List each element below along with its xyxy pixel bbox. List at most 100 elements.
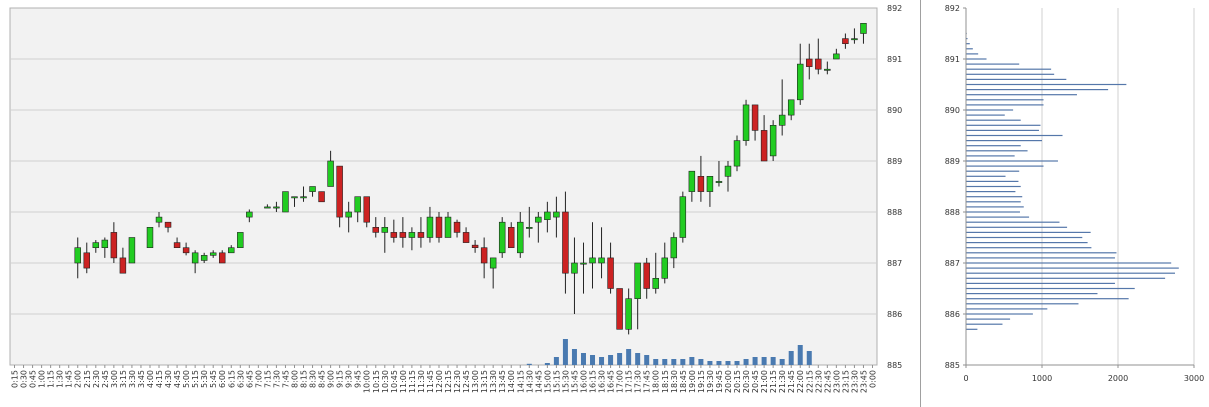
profile-bar (966, 38, 968, 40)
profile-bar (966, 277, 1166, 279)
y-tick-label: 885 (887, 361, 902, 370)
x-tick-label: 13:15 (480, 370, 489, 393)
volume-bars (526, 339, 812, 365)
profile-bar (966, 185, 1021, 188)
x-tick-label: 17:45 (643, 370, 652, 393)
candle-body (462, 232, 470, 243)
candle-body (200, 255, 208, 261)
volume-bar (635, 353, 641, 365)
x-tick-label: 2:00 (74, 370, 83, 388)
candle-body (480, 247, 488, 264)
candle-body (778, 114, 786, 126)
x-tick-label: 16:00 (579, 370, 588, 393)
candle (842, 33, 849, 49)
profile-bar (966, 328, 978, 330)
volume-bar (743, 359, 749, 365)
candle-body (264, 206, 271, 209)
candle-body (291, 196, 298, 199)
candle (679, 191, 687, 243)
y-tick-label: 889 (887, 157, 902, 166)
profile-bar (966, 201, 1021, 203)
x-tick-label: 3:45 (137, 370, 146, 388)
volume-bar (779, 359, 785, 365)
candle (507, 222, 515, 249)
candle-body (616, 288, 623, 330)
y-tick-label: 890 (887, 106, 902, 115)
candle-body (787, 99, 795, 116)
candle-body (625, 298, 632, 330)
candle-body (706, 176, 714, 192)
y-tick-label: 887 (945, 259, 960, 268)
profile-bar (966, 83, 1127, 86)
candle-body (634, 262, 641, 300)
candle (246, 209, 253, 223)
candle (634, 262, 641, 330)
candle-body (309, 186, 316, 192)
profile-bars (966, 32, 1179, 330)
candle (796, 43, 804, 105)
x-tick-label: 0:30 (20, 370, 29, 388)
profile-bar (966, 63, 1020, 65)
candle-body (435, 216, 443, 238)
volume-bar (770, 357, 776, 365)
x-tick-label: 10:15 (372, 370, 381, 393)
profile-bar (966, 68, 1052, 70)
x-tick-label: 20:45 (751, 370, 760, 393)
y-tick-label: 886 (945, 310, 960, 319)
candle (562, 191, 569, 294)
x-tick-label: 3:15 (119, 370, 128, 388)
volume-bar (689, 357, 695, 365)
candle-body (191, 252, 199, 264)
candle (860, 22, 867, 44)
x-tick-label: 1:00 (38, 370, 47, 388)
x-tick-label: 10:45 (390, 370, 399, 393)
candle-body (544, 211, 551, 220)
x-tick-label: 23:45 (859, 370, 868, 393)
candle (742, 99, 750, 146)
candle-body (372, 227, 380, 233)
x-tick-label: 0:45 (29, 370, 38, 388)
candle (589, 222, 596, 289)
plot-area (9, 7, 878, 366)
profile-bar (966, 114, 1005, 116)
candle (715, 161, 723, 187)
candle (273, 201, 280, 212)
profile-bar (966, 262, 1172, 264)
candle-body (173, 242, 181, 249)
candle-body (571, 262, 578, 274)
candle (101, 237, 109, 258)
candle (264, 204, 271, 209)
x-tick-label: 1:45 (65, 370, 74, 388)
candle-body (354, 196, 361, 213)
x-tick-label: 21:45 (787, 370, 796, 393)
profile-bar (966, 48, 973, 50)
x-tick-label: 14:30 (525, 370, 534, 393)
candle (571, 237, 578, 314)
candle-body (453, 221, 461, 233)
volume-profile-chart: 885 886 887 888 889 890 891 892 0 1000 2000 3000 (945, 4, 1204, 383)
candle (119, 247, 127, 274)
profile-bar (966, 160, 1058, 162)
x-tick-label: 4:15 (155, 370, 164, 388)
candle (363, 196, 370, 228)
volume-bar (653, 359, 659, 365)
candle-body (110, 232, 118, 259)
x-tick-label: 19:15 (697, 370, 706, 393)
profile-bar (966, 104, 1044, 106)
grid (1041, 8, 1195, 365)
volume-bar (680, 359, 686, 365)
y-tick-label: 889 (945, 157, 960, 166)
candle (291, 196, 298, 207)
candle (146, 227, 154, 249)
candle (209, 250, 217, 258)
candle (697, 155, 705, 202)
candle (607, 242, 614, 294)
volume-bar (626, 349, 632, 365)
profile-bar (966, 140, 1042, 142)
x-tick-label: 3:00 (110, 370, 119, 388)
volume-bar (698, 359, 704, 365)
x-tick-label: 17:15 (625, 370, 634, 393)
x-tick-label: 20:00 (724, 370, 733, 393)
candle-body (751, 104, 759, 131)
x-tick-label: 23:00 (832, 370, 841, 393)
